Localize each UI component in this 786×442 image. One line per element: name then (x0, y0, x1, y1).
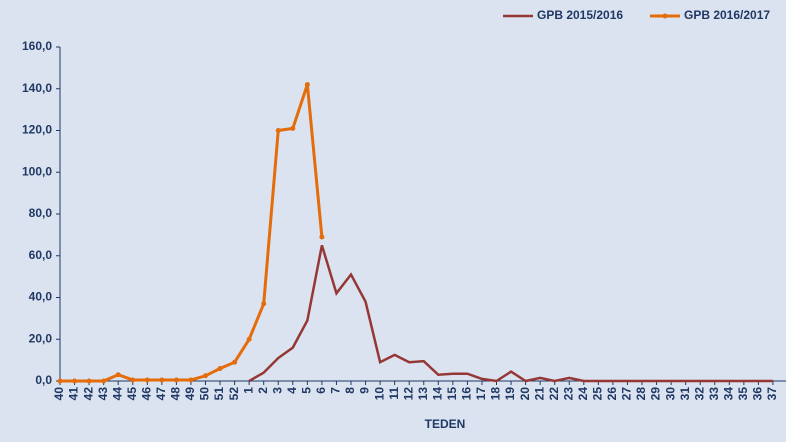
legend-label: GPB 2016/2017 (684, 8, 770, 22)
x-tick-label: 25 (591, 387, 605, 401)
x-tick-label: 48 (169, 387, 183, 401)
x-tick-label: 46 (139, 387, 153, 401)
series-marker (86, 378, 92, 384)
series-marker (57, 378, 63, 384)
x-tick-label: 2 (256, 387, 270, 394)
x-tick-label: 43 (96, 387, 110, 401)
x-tick-label: 41 (67, 387, 81, 401)
series-line (248, 244, 773, 383)
x-tick-label: 7 (329, 387, 343, 394)
series-marker (275, 128, 281, 133)
x-tick-label: 44 (110, 387, 124, 401)
x-tick-label: 35 (736, 387, 750, 401)
y-tick-label: 120,0 (22, 123, 52, 137)
x-tick-label: 33 (707, 387, 721, 401)
x-tick-label: 36 (751, 387, 765, 401)
x-tick-label: 10 (372, 387, 386, 401)
y-tick-label: 140,0 (22, 81, 52, 95)
series-marker (319, 234, 325, 240)
x-tick-label: 50 (198, 387, 212, 401)
x-tick-label: 28 (634, 387, 648, 401)
x-tick-label: 21 (532, 387, 546, 401)
x-tick-label: 52 (227, 387, 241, 401)
series-marker (290, 125, 296, 131)
x-tick-label: 3 (270, 387, 284, 394)
x-tick-label: 19 (503, 387, 517, 401)
x-tick-label: 23 (561, 387, 575, 401)
x-tick-label: 14 (430, 387, 444, 401)
x-tick-label: 18 (489, 387, 503, 401)
series-marker (304, 82, 310, 88)
x-tick-label: 13 (416, 387, 430, 401)
x-tick-label: 45 (125, 387, 139, 401)
x-tick-label: 34 (721, 387, 735, 401)
x-tick-label: 47 (154, 387, 168, 401)
series-marker (232, 359, 238, 365)
x-tick-label: 11 (387, 387, 401, 400)
series-marker (217, 365, 223, 371)
x-tick-label: 31 (678, 387, 692, 401)
x-tick-label: 17 (474, 387, 488, 401)
x-tick-label: 4 (285, 387, 299, 394)
y-tick-label: 60,0 (29, 248, 53, 262)
series-marker (72, 378, 78, 384)
x-tick-label: 16 (460, 387, 474, 401)
y-tick-label: 40,0 (29, 290, 53, 304)
series-marker (144, 377, 150, 383)
x-tick-label: 51 (212, 387, 226, 401)
x-tick-label: 29 (649, 387, 663, 401)
x-tick-label: 1 (241, 387, 255, 394)
x-tick-label: 12 (401, 387, 415, 401)
legend-marker (662, 13, 668, 19)
x-tick-label: 15 (445, 387, 459, 401)
series-marker (188, 377, 194, 383)
legend-label: GPB 2015/2016 (537, 8, 623, 22)
series-marker (101, 378, 107, 384)
x-tick-label: 8 (343, 387, 357, 394)
y-tick-label: 100,0 (22, 164, 52, 178)
x-tick-label: 32 (692, 387, 706, 401)
y-tick-label: 160,0 (22, 39, 52, 53)
y-tick-label: 80,0 (29, 206, 53, 220)
x-tick-label: 40 (52, 387, 66, 401)
x-tick-label: 6 (314, 387, 328, 394)
x-axis-label: TEDEN (425, 417, 466, 431)
x-tick-label: 26 (605, 387, 619, 401)
x-tick-label: 37 (765, 387, 779, 401)
series-marker (261, 301, 267, 307)
series-marker (246, 336, 252, 342)
series-marker (130, 377, 136, 383)
series-marker (159, 377, 165, 383)
x-tick-label: 9 (358, 387, 372, 394)
y-tick-label: 0,0 (35, 373, 52, 387)
x-tick-label: 20 (518, 387, 532, 401)
series-marker (173, 377, 179, 383)
y-tick-label: 20,0 (29, 331, 53, 345)
x-tick-label: 24 (576, 387, 590, 401)
x-tick-label: 42 (81, 387, 95, 401)
x-tick-label: 5 (300, 387, 314, 394)
x-tick-label: 22 (547, 387, 561, 401)
x-tick-label: 49 (183, 387, 197, 401)
series-marker (203, 373, 208, 379)
x-tick-label: 30 (663, 387, 677, 401)
x-tick-label: 27 (620, 387, 634, 401)
series-marker (115, 372, 121, 378)
